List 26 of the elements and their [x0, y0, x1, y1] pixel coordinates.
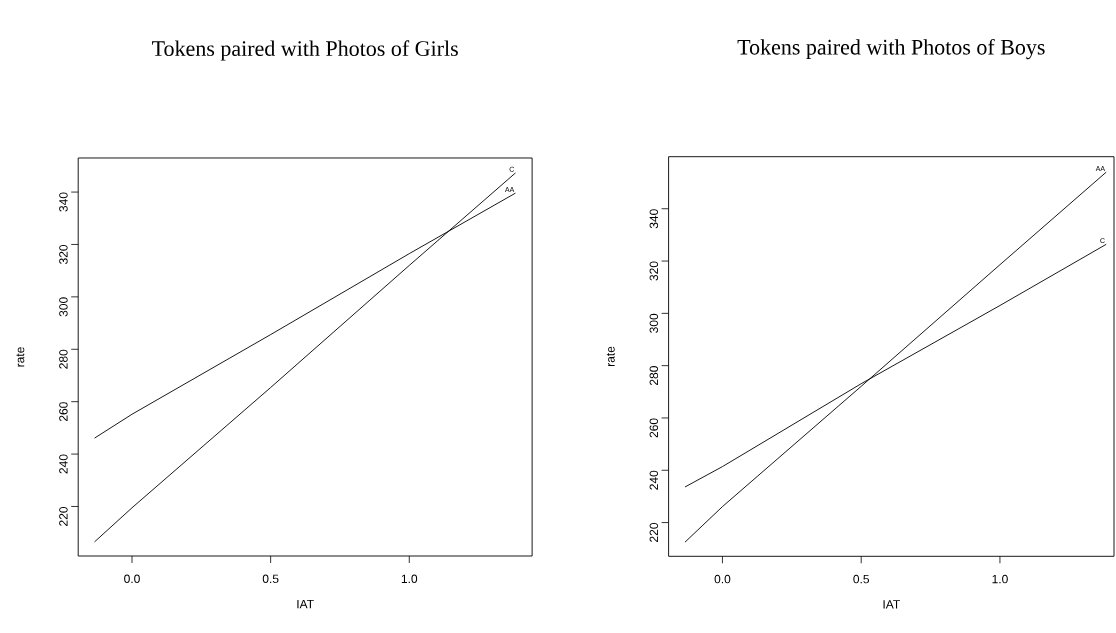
x-axis-title: IAT — [297, 599, 314, 609]
x-axis-title: IAT — [883, 600, 900, 609]
y-tick-label: 340 — [649, 209, 659, 229]
x-tick-label: 0.0 — [714, 574, 731, 584]
y-tick-label: 300 — [59, 297, 68, 317]
y-tick-label: 220 — [649, 523, 659, 542]
x-tick-label: 0.5 — [262, 574, 279, 584]
x-tick-label: 1.0 — [992, 574, 1008, 584]
y-axis-title: rate — [606, 346, 615, 367]
y-tick-label: 340 — [59, 192, 68, 212]
y-tick-label: 240 — [649, 470, 659, 490]
y-tick-label: 260 — [649, 418, 659, 438]
y-tick-label: 260 — [59, 402, 68, 422]
x-tick-label: 1.0 — [401, 574, 418, 584]
y-axis-title: rate — [16, 347, 25, 367]
y-tick-label: 240 — [59, 454, 68, 474]
y-tick-label: 220 — [59, 506, 68, 526]
y-tick-label: 300 — [649, 313, 659, 333]
x-tick-label: 0.5 — [853, 574, 870, 584]
chart-title: Tokens paired with Photos of Girls — [152, 40, 458, 61]
y-tick-label: 320 — [649, 261, 659, 281]
y-tick-label: 320 — [59, 244, 68, 265]
y-tick-label: 280 — [649, 366, 659, 386]
x-tick-label: 0.0 — [124, 574, 140, 584]
chart-title: Tokens paired with Photos of Boys — [737, 38, 1045, 60]
y-tick-label: 280 — [59, 349, 68, 369]
